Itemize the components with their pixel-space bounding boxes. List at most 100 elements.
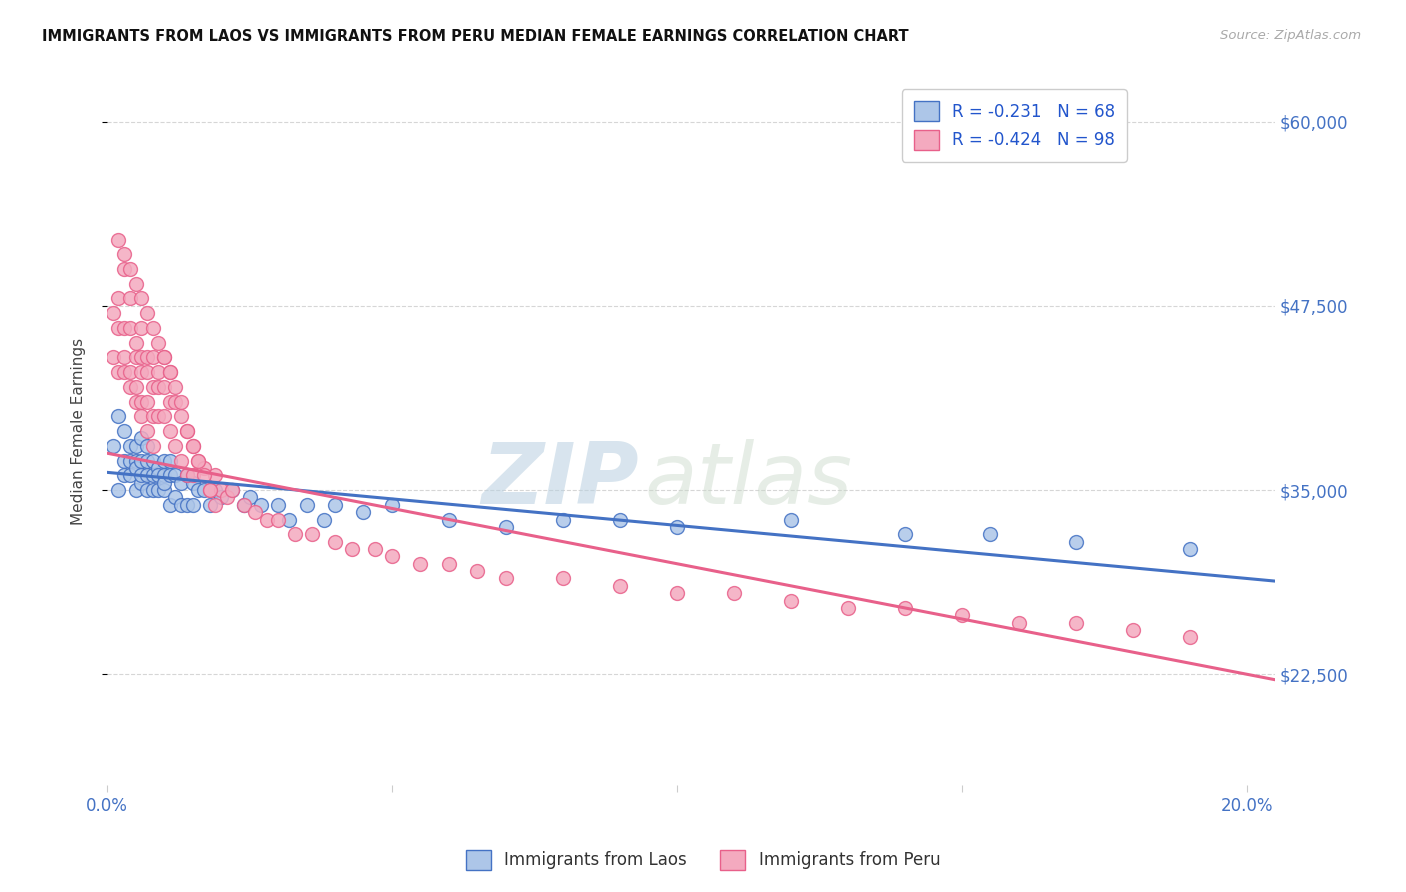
Point: [107, 409, 129, 424]
Point: [837, 601, 859, 615]
Point: [467, 564, 489, 578]
Point: [301, 527, 323, 541]
Point: [148, 335, 170, 350]
Point: [1064, 615, 1087, 630]
Point: [112, 424, 135, 438]
Point: [124, 483, 146, 497]
Point: [112, 351, 135, 365]
Point: [323, 534, 346, 549]
Point: [118, 262, 141, 277]
Point: [250, 498, 273, 512]
Point: [142, 409, 165, 424]
Point: [312, 512, 335, 526]
Point: [165, 491, 187, 505]
Point: [170, 453, 193, 467]
Point: [170, 394, 193, 409]
Point: [245, 505, 267, 519]
Point: [153, 468, 176, 483]
Point: [124, 453, 146, 467]
Point: [232, 498, 254, 512]
Point: [129, 432, 152, 446]
Point: [238, 491, 260, 505]
Point: [979, 527, 1001, 541]
Point: [136, 365, 159, 379]
Point: [112, 262, 135, 277]
Point: [723, 586, 745, 600]
Point: [170, 409, 193, 424]
Point: [193, 468, 215, 483]
Point: [187, 453, 209, 467]
Point: [107, 321, 129, 335]
Point: [381, 549, 404, 564]
Point: [118, 365, 141, 379]
Point: [153, 453, 176, 467]
Point: [181, 498, 204, 512]
Text: atlas: atlas: [644, 439, 852, 522]
Point: [136, 394, 159, 409]
Point: [215, 491, 238, 505]
Point: [142, 351, 165, 365]
Point: [142, 380, 165, 394]
Point: [665, 520, 688, 534]
Point: [176, 498, 198, 512]
Point: [323, 498, 346, 512]
Point: [364, 541, 387, 556]
Point: [124, 380, 146, 394]
Point: [159, 468, 181, 483]
Point: [165, 468, 187, 483]
Point: [136, 439, 159, 453]
Point: [1122, 623, 1144, 637]
Point: [118, 468, 141, 483]
Point: [295, 498, 318, 512]
Point: [381, 498, 404, 512]
Point: [181, 468, 204, 483]
Point: [187, 483, 209, 497]
Point: [153, 409, 176, 424]
Point: [165, 439, 187, 453]
Point: [118, 453, 141, 467]
Point: [153, 483, 176, 497]
Point: [107, 233, 129, 247]
Point: [1178, 541, 1201, 556]
Point: [159, 394, 181, 409]
Point: [181, 475, 204, 490]
Point: [129, 292, 152, 306]
Point: [148, 461, 170, 475]
Point: [181, 439, 204, 453]
Point: [665, 586, 688, 600]
Point: [129, 453, 152, 467]
Point: [209, 491, 232, 505]
Point: [153, 380, 176, 394]
Point: [437, 557, 460, 571]
Y-axis label: Median Female Earnings: Median Female Earnings: [72, 337, 86, 524]
Point: [148, 468, 170, 483]
Point: [894, 527, 917, 541]
Point: [118, 380, 141, 394]
Point: [153, 351, 176, 365]
Point: [204, 483, 226, 497]
Point: [159, 365, 181, 379]
Point: [142, 483, 165, 497]
Point: [165, 380, 187, 394]
Point: [198, 483, 221, 497]
Point: [495, 571, 517, 585]
Point: [129, 475, 152, 490]
Point: [159, 453, 181, 467]
Point: [256, 512, 278, 526]
Point: [409, 557, 432, 571]
Text: IMMIGRANTS FROM LAOS VS IMMIGRANTS FROM PERU MEDIAN FEMALE EARNINGS CORRELATION : IMMIGRANTS FROM LAOS VS IMMIGRANTS FROM …: [42, 29, 908, 44]
Point: [437, 512, 460, 526]
Point: [198, 483, 221, 497]
Point: [170, 498, 193, 512]
Point: [278, 512, 301, 526]
Point: [267, 498, 290, 512]
Point: [284, 527, 307, 541]
Point: [779, 512, 801, 526]
Point: [232, 498, 254, 512]
Point: [112, 468, 135, 483]
Point: [136, 453, 159, 467]
Point: [118, 321, 141, 335]
Point: [101, 351, 124, 365]
Point: [101, 306, 124, 320]
Point: [495, 520, 517, 534]
